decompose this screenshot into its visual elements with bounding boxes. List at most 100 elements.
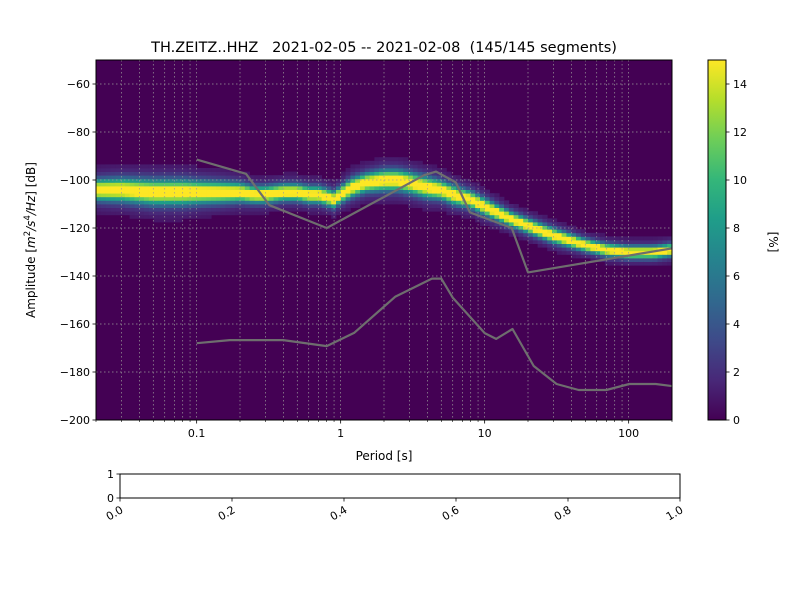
heatmap-cell [552, 225, 558, 230]
heatmap-cell [350, 186, 356, 190]
heatmap-cell [360, 160, 366, 165]
heatmap-cell [408, 200, 414, 205]
heatmap-cell [662, 254, 668, 259]
heatmap-cell [105, 175, 111, 180]
heatmap-cell [523, 236, 529, 241]
heatmap-cell [388, 189, 394, 194]
heatmap-cell [124, 204, 130, 208]
heatmap-cell [211, 207, 217, 212]
heatmap-cell [148, 193, 154, 198]
heatmap-cell [604, 254, 610, 259]
heatmap-cell [254, 211, 260, 216]
heatmap-cell [422, 200, 428, 205]
heatmap-cell [172, 193, 178, 198]
heatmap-cell [456, 178, 462, 183]
heatmap-cell [196, 196, 202, 201]
heatmap-cell [585, 232, 591, 237]
colorbar-tick-label: 14 [733, 78, 747, 91]
heatmap-cell [667, 240, 672, 244]
heatmap-cell [408, 204, 414, 208]
heatmap-cell [532, 218, 538, 223]
heatmap-cell [393, 164, 399, 169]
heatmap-cell [484, 204, 490, 208]
heatmap-cell [345, 182, 351, 187]
heatmap-cell [600, 232, 606, 237]
heatmap-cell [446, 204, 452, 208]
heatmap-cell [307, 211, 313, 216]
heatmap-cell [105, 207, 111, 212]
heatmap-cell [192, 175, 198, 180]
heatmap-cell [460, 204, 466, 208]
heatmap-cell [422, 182, 428, 187]
heatmap-cell [124, 164, 130, 169]
heatmap-cell [148, 178, 154, 183]
heatmap-cell [345, 186, 351, 190]
heatmap-cell [350, 189, 356, 194]
heatmap-cell [518, 218, 524, 223]
heatmap-cell [192, 189, 198, 194]
heatmap-cell [158, 218, 164, 223]
heatmap-cell [100, 175, 106, 180]
heatmap-cell [470, 200, 476, 205]
heatmap-cell [307, 175, 313, 180]
heatmap-cell [441, 182, 447, 187]
heatmap-cell [96, 204, 102, 208]
heatmap-cell [96, 175, 102, 180]
heatmap-cell [216, 186, 222, 190]
heatmap-cell [192, 193, 198, 198]
heatmap-cell [432, 164, 438, 169]
heatmap-cell [393, 193, 399, 198]
heatmap-cell [657, 243, 663, 248]
heatmap-cell [259, 200, 265, 205]
heatmap-cell [235, 196, 241, 201]
heatmap-cell [542, 225, 548, 230]
heatmap-cell [417, 189, 423, 194]
heatmap-cell [172, 214, 178, 219]
heatmap-cell [374, 200, 380, 205]
heatmap-cell [432, 189, 438, 194]
heatmap-cell [115, 168, 121, 172]
heatmap-cell [273, 196, 279, 201]
heatmap-cell [220, 175, 226, 180]
heatmap-cell [268, 186, 274, 190]
heatmap-cell [283, 186, 289, 190]
heatmap-cell [158, 178, 164, 183]
heatmap-cell [120, 164, 126, 169]
heatmap-cell [302, 189, 308, 194]
heatmap-cell [100, 186, 106, 190]
heatmap-cell [460, 193, 466, 198]
heatmap-cell [499, 211, 505, 216]
heatmap-cell [604, 250, 610, 255]
heatmap-cell [100, 196, 106, 201]
heatmap-cell [384, 157, 390, 162]
heatmap-cell [220, 189, 226, 194]
heatmap-cell [187, 171, 193, 176]
heatmap-cell [163, 211, 169, 216]
heatmap-cell [432, 204, 438, 208]
heatmap-cell [139, 175, 145, 180]
heatmap-cell [259, 189, 265, 194]
heatmap-cell [393, 157, 399, 162]
heatmap-cell [657, 254, 663, 259]
heatmap-cell [667, 243, 672, 248]
heatmap-cell [465, 193, 471, 198]
heatmap-cell [350, 204, 356, 208]
heatmap-cell [580, 247, 586, 252]
heatmap-cell [364, 164, 370, 169]
heatmap-cell [163, 168, 169, 172]
heatmap-cell [302, 193, 308, 198]
heatmap-cell [316, 207, 322, 212]
heatmap-cell [211, 196, 217, 201]
heatmap-cell [604, 243, 610, 248]
heatmap-cell [340, 171, 346, 176]
heatmap-cell [571, 254, 577, 259]
heatmap-cell [196, 182, 202, 187]
heatmap-cell [230, 186, 236, 190]
heatmap-cell [148, 182, 154, 187]
heatmap-cell [254, 193, 260, 198]
heatmap-cell [144, 207, 150, 212]
heatmap-cell [432, 193, 438, 198]
heatmap-cell [571, 232, 577, 237]
heatmap-cell [513, 222, 519, 226]
heatmap-cell [192, 207, 198, 212]
